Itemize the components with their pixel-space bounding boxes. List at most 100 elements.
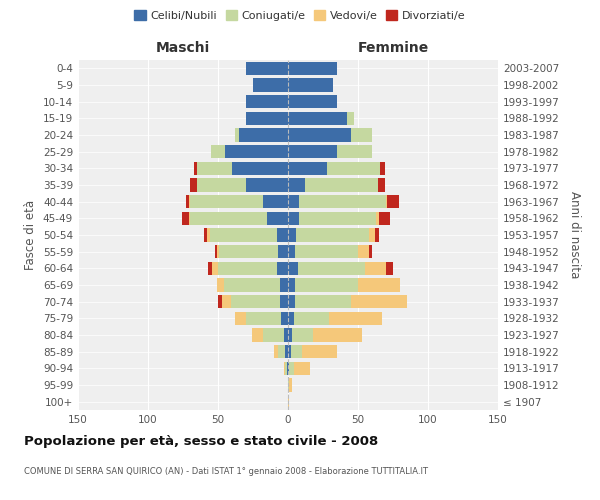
Bar [284,328,288,342]
Bar [305,178,377,192]
Bar [246,312,281,325]
Bar [253,78,288,92]
Bar [239,128,288,141]
Bar [337,145,372,158]
Bar [288,162,327,175]
Bar [379,212,390,225]
Bar [186,195,188,208]
Bar [386,262,393,275]
Bar [190,178,197,192]
Bar [380,162,385,175]
Bar [285,362,287,375]
Bar [235,128,239,141]
Text: COMUNE DI SERRA SAN QUIRICO (AN) - Dati ISTAT 1° gennaio 2008 - Elaborazione TUT: COMUNE DI SERRA SAN QUIRICO (AN) - Dati … [24,468,428,476]
Bar [288,128,351,141]
Bar [292,328,313,342]
Bar [288,328,292,342]
Bar [299,212,376,225]
Bar [288,262,298,275]
Bar [204,228,207,241]
Bar [288,395,289,408]
Bar [246,112,288,125]
Bar [190,195,263,208]
Bar [207,228,209,241]
Bar [246,178,288,192]
Bar [215,245,217,258]
Bar [251,328,263,342]
Bar [289,378,292,392]
Bar [376,212,379,225]
Bar [377,178,385,192]
Bar [190,212,267,225]
Bar [224,278,280,291]
Bar [188,195,190,208]
Bar [212,262,218,275]
Bar [291,345,302,358]
Bar [235,312,246,325]
Bar [329,312,382,325]
Bar [274,345,278,358]
Bar [288,145,337,158]
Bar [208,262,212,275]
Bar [358,278,400,291]
Bar [288,95,337,108]
Bar [388,195,398,208]
Bar [278,245,288,258]
Bar [295,278,358,291]
Bar [358,245,369,258]
Bar [222,295,230,308]
Bar [278,345,285,358]
Bar [288,178,305,192]
Bar [289,362,293,375]
Bar [267,212,288,225]
Bar [277,228,288,241]
Bar [246,62,288,75]
Bar [246,95,288,108]
Bar [197,162,232,175]
Text: Popolazione per età, sesso e stato civile - 2008: Popolazione per età, sesso e stato civil… [24,435,378,448]
Bar [280,295,288,308]
Bar [284,362,285,375]
Text: Maschi: Maschi [156,41,210,55]
Bar [365,262,386,275]
Bar [188,212,190,225]
Bar [288,295,295,308]
Bar [217,245,220,258]
Bar [288,345,291,358]
Bar [182,212,188,225]
Bar [263,195,288,208]
Bar [197,178,246,192]
Bar [351,295,407,308]
Bar [293,362,310,375]
Bar [386,195,388,208]
Bar [369,228,375,241]
Bar [295,295,351,308]
Legend: Celibi/Nubili, Coniugati/e, Vedovi/e, Divorziati/e: Celibi/Nubili, Coniugati/e, Vedovi/e, Di… [132,8,468,23]
Bar [211,145,225,158]
Bar [288,62,337,75]
Bar [288,212,299,225]
Bar [263,328,284,342]
Bar [347,112,354,125]
Bar [218,262,277,275]
Bar [351,128,372,141]
Bar [288,378,289,392]
Bar [298,262,365,275]
Bar [327,162,380,175]
Y-axis label: Fasce di età: Fasce di età [25,200,37,270]
Bar [288,278,295,291]
Bar [375,228,379,241]
Bar [313,328,362,342]
Bar [299,195,386,208]
Bar [220,245,278,258]
Bar [288,228,296,241]
Text: Femmine: Femmine [358,41,428,55]
Bar [293,312,329,325]
Bar [225,145,288,158]
Bar [218,295,222,308]
Bar [288,78,333,92]
Bar [194,162,197,175]
Bar [288,362,289,375]
Bar [302,345,337,358]
Bar [217,278,224,291]
